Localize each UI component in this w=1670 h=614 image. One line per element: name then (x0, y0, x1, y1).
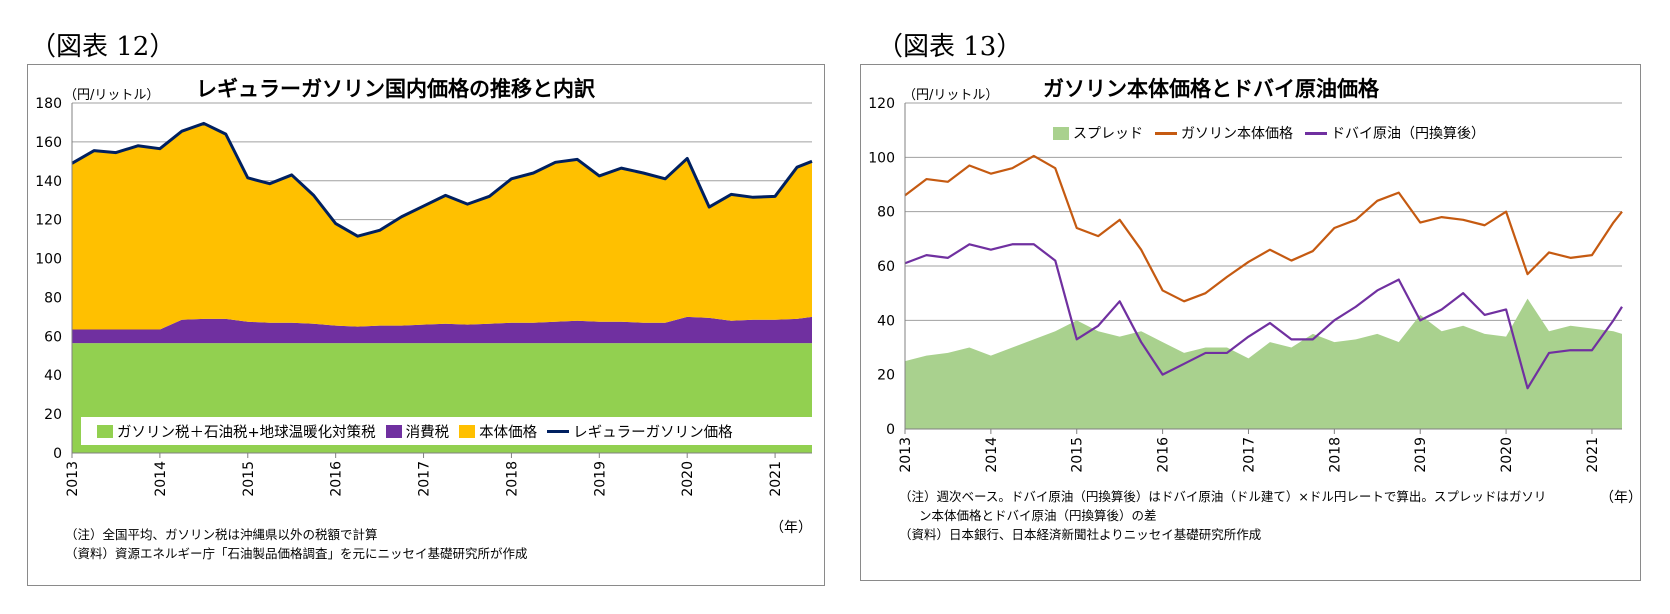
y-tick-label: 120 (35, 213, 62, 229)
chart-panel-12: 0 20 40 60 80 100 120 140 160 180 2013 2014 2015 2016… (27, 64, 825, 586)
y-tick-label: 20 (877, 368, 895, 384)
x-tick-label: 2015 (241, 461, 257, 497)
chart-12-legend: ガソリン税＋石油税+地球温暖化対策税 消費税 本体価格 レギュラーガソリン価格 (81, 417, 823, 445)
legend-label-gasoline-base: ガソリン本体価格 (1181, 126, 1293, 142)
legend-swatch-consumption-tax (385, 424, 402, 438)
x-tick-label: 2015 (1070, 437, 1086, 473)
legend-item-consumption-tax: 消費税 (385, 421, 450, 442)
figure-12-label: （図表 12） (30, 32, 176, 62)
x-tick-label: 2013 (898, 437, 914, 473)
area-series-1 (72, 316, 812, 344)
chart-12-note-1: （注）全国平均、ガソリン税は沖縄県以外の税額で計算 (65, 527, 378, 542)
x-tick-label: 2018 (504, 461, 520, 497)
legend-swatch-spread (1053, 126, 1069, 140)
chart-13-svg: 0 20 40 60 80 100 120 2013 2014 2015 2016 2017 2018 2… (868, 96, 1623, 473)
legend-item-dubai-crude: ドバイ原油（円換算後） (1305, 123, 1485, 143)
x-tick-label: 2013 (65, 461, 81, 497)
x-tick-label: 2019 (1413, 437, 1429, 473)
y-tick-label: 40 (44, 368, 62, 384)
legend-label-consumption-tax: 消費税 (405, 424, 450, 441)
legend-label-base-price: 本体価格 (479, 424, 538, 441)
legend-item-spread: スプレッド (1053, 123, 1143, 143)
y-tick-label: 120 (868, 96, 895, 112)
legend-swatch-base-price (459, 424, 476, 438)
legend-label-gas-tax: ガソリン税＋石油税+地球温暖化対策税 (117, 424, 376, 441)
y-tick-label: 60 (877, 259, 895, 275)
x-tick-label: 2014 (153, 461, 169, 497)
y-tick-label: 20 (44, 407, 62, 423)
x-tick-label: 2020 (1499, 437, 1515, 473)
x-tick-label: 2016 (329, 461, 345, 497)
chart-12-ylabel: （円/リットル） (64, 88, 160, 103)
legend-item-gas-tax: ガソリン税＋石油税+地球温暖化対策税 (97, 421, 376, 442)
y-tick-label: 180 (35, 96, 62, 112)
legend-line-dubai-crude (1305, 131, 1327, 135)
chart-13-legend: スプレッド ガソリン本体価格 ドバイ原油（円換算後） (1053, 123, 1485, 143)
x-tick-label: 2016 (1156, 437, 1172, 473)
chart-13-note-3: （資料）日本銀行、日本経済新聞社よりニッセイ基礎研究所作成 (899, 527, 1262, 542)
chart-12-xlabel: （年） (770, 520, 812, 536)
line-series-1 (904, 243, 1623, 390)
chart-12-title: レギュラーガソリン国内価格の推移と内訳 (196, 77, 595, 101)
x-tick-label: 2014 (984, 437, 1000, 473)
x-tick-label: 2017 (1241, 437, 1257, 473)
chart-panel-13: 0 20 40 60 80 100 120 2013 2014 2015 2016 2017 2018 2… (860, 64, 1642, 581)
chart-13-note-2: ン本体価格とドバイ原油（円換算後）の差 (919, 508, 1157, 523)
chart-13-title: ガソリン本体価格とドバイ原油価格 (1043, 77, 1379, 101)
chart-12-svg: 0 20 40 60 80 100 120 140 160 180 2013 2014 2015 2016… (35, 96, 813, 497)
y-tick-label: 60 (44, 329, 62, 345)
figure-13-label: （図表 13） (877, 32, 1023, 62)
chart-13-ylabel: （円/リットル） (903, 88, 999, 103)
x-tick-label: 2018 (1327, 437, 1343, 473)
x-tick-label: 2017 (417, 461, 433, 497)
y-tick-label: 0 (53, 446, 62, 462)
legend-item-base-price: 本体価格 (459, 421, 537, 442)
legend-label-spread: スプレッド (1073, 126, 1143, 142)
area-series-2 (72, 123, 812, 330)
y-tick-label: 140 (35, 174, 62, 190)
x-tick-label: 2021 (1585, 437, 1601, 473)
y-tick-label: 0 (886, 422, 895, 438)
y-tick-label: 80 (44, 290, 62, 306)
chart-12-note-2: （資料）資源エネルギー庁「石油製品価格調査」を元にニッセイ基礎研究所が作成 (65, 546, 528, 561)
line-series-0 (904, 154, 1623, 303)
y-tick-label: 100 (868, 150, 895, 166)
line-series-0 (71, 121, 813, 238)
x-tick-label: 2021 (768, 461, 784, 497)
legend-item-regular-gasoline: レギュラーガソリン価格 (547, 421, 733, 442)
legend-line-gasoline-base (1155, 131, 1177, 135)
chart-13-xlabel: （年） (1600, 490, 1642, 506)
legend-label-regular-gasoline: レギュラーガソリン価格 (573, 424, 733, 441)
x-tick-label: 2020 (680, 461, 696, 497)
legend-item-gasoline-base: ガソリン本体価格 (1155, 123, 1293, 143)
y-tick-label: 80 (877, 205, 895, 221)
y-tick-label: 100 (35, 252, 62, 268)
y-tick-label: 160 (35, 135, 62, 151)
x-tick-label: 2019 (592, 461, 608, 497)
spread-area (905, 298, 1622, 429)
legend-line-regular-gasoline (547, 429, 570, 433)
chart-13-note-1: （注）週次ベース。ドバイ原油（円換算後）はドバイ原油（ドル建て）×ドル円レートで… (899, 489, 1547, 504)
legend-label-dubai-crude: ドバイ原油（円換算後） (1331, 126, 1485, 142)
legend-swatch-gas-tax (97, 424, 113, 438)
y-tick-label: 40 (877, 313, 895, 329)
